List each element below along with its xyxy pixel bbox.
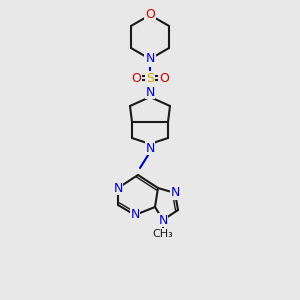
Text: N: N [145,142,155,154]
Text: O: O [131,71,141,85]
Text: CH₃: CH₃ [153,229,173,239]
Text: O: O [145,8,155,22]
Text: O: O [145,8,155,22]
Text: S: S [146,71,154,85]
Text: N: N [158,214,168,226]
Text: N: N [145,52,155,65]
Text: N: N [145,52,155,65]
Text: N: N [113,182,123,194]
Text: N: N [170,187,180,200]
Text: N: N [145,85,155,98]
Text: O: O [159,71,169,85]
Text: N: N [130,208,140,221]
